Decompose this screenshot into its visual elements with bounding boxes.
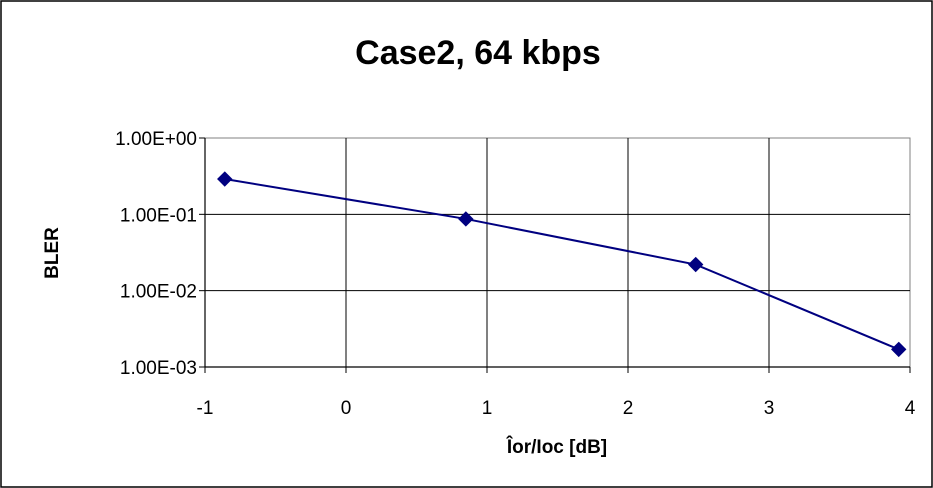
data-point-marker (217, 171, 233, 187)
data-point-marker (458, 211, 474, 227)
y-axis-label: BLER (42, 227, 63, 279)
x-tick-label: 2 (623, 398, 634, 419)
series-line (224, 178, 900, 351)
x-tick-label: -1 (197, 398, 214, 419)
y-tick-label: 1.00E+00 (115, 129, 197, 150)
x-tick-label: 1 (482, 398, 493, 419)
grid (199, 137, 911, 373)
x-tick-label: 3 (764, 398, 775, 419)
y-tick-label: 1.00E-03 (120, 358, 197, 379)
plot-area: -1 0 1 2 3 4 1.00E+00 1.00E-01 1.00E-02 1.00E-03 (115, 129, 916, 419)
y-tick-label: 1.00E-02 (120, 282, 197, 303)
x-axis-tick-labels: -1 0 1 2 3 4 (197, 398, 916, 419)
x-axis-label: Îor/Ioc [dB] (506, 436, 607, 458)
x-tick-label: 4 (905, 398, 916, 419)
series-group (217, 171, 907, 358)
y-tick-label: 1.00E-01 (120, 205, 197, 226)
data-point-marker (687, 256, 704, 273)
plot-area-border (204, 137, 911, 368)
x-tick-label: 0 (341, 398, 352, 419)
y-axis-tick-labels: 1.00E+00 1.00E-01 1.00E-02 1.00E-03 (115, 129, 197, 379)
chart-title: Case2, 64 kbps (355, 34, 601, 72)
data-point-marker (891, 341, 907, 358)
